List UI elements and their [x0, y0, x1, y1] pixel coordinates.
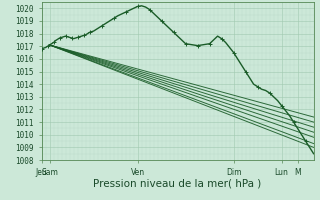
- X-axis label: Pression niveau de la mer( hPa ): Pression niveau de la mer( hPa ): [93, 178, 262, 188]
